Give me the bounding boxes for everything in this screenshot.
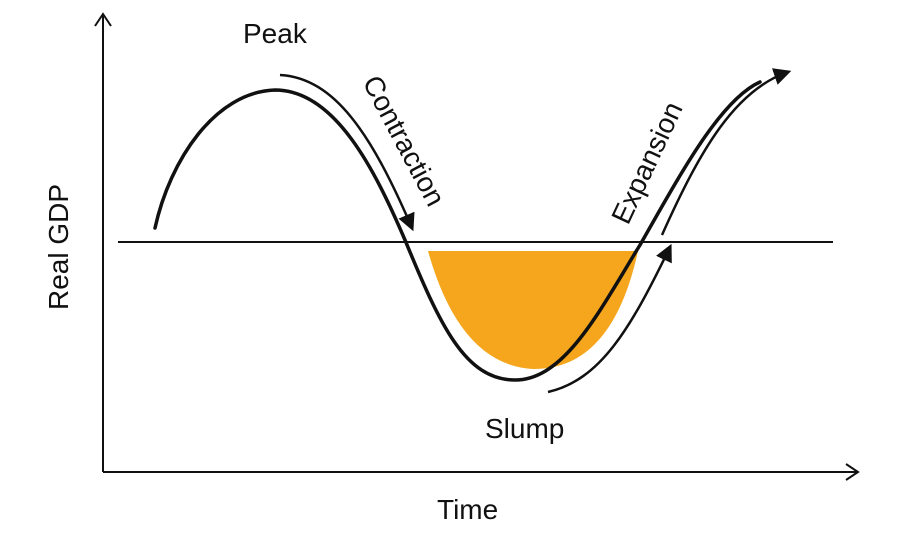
expansion-arrow — [660, 68, 792, 236]
expansion-label: Expansion — [605, 97, 688, 229]
y-axis-label: Real GDP — [43, 184, 74, 310]
axes — [94, 12, 860, 481]
peak-label: Peak — [243, 18, 308, 49]
slump-label: Slump — [485, 413, 564, 444]
x-axis-arrow — [845, 463, 860, 481]
x-axis-label: Time — [437, 494, 498, 525]
contraction-label: Contraction — [357, 70, 452, 211]
cycle-curve — [153, 80, 762, 382]
contraction-arrow — [279, 73, 415, 232]
y-axis-arrow — [94, 12, 112, 27]
slump-expansion-arrow — [547, 243, 672, 394]
slump-area — [428, 251, 638, 370]
